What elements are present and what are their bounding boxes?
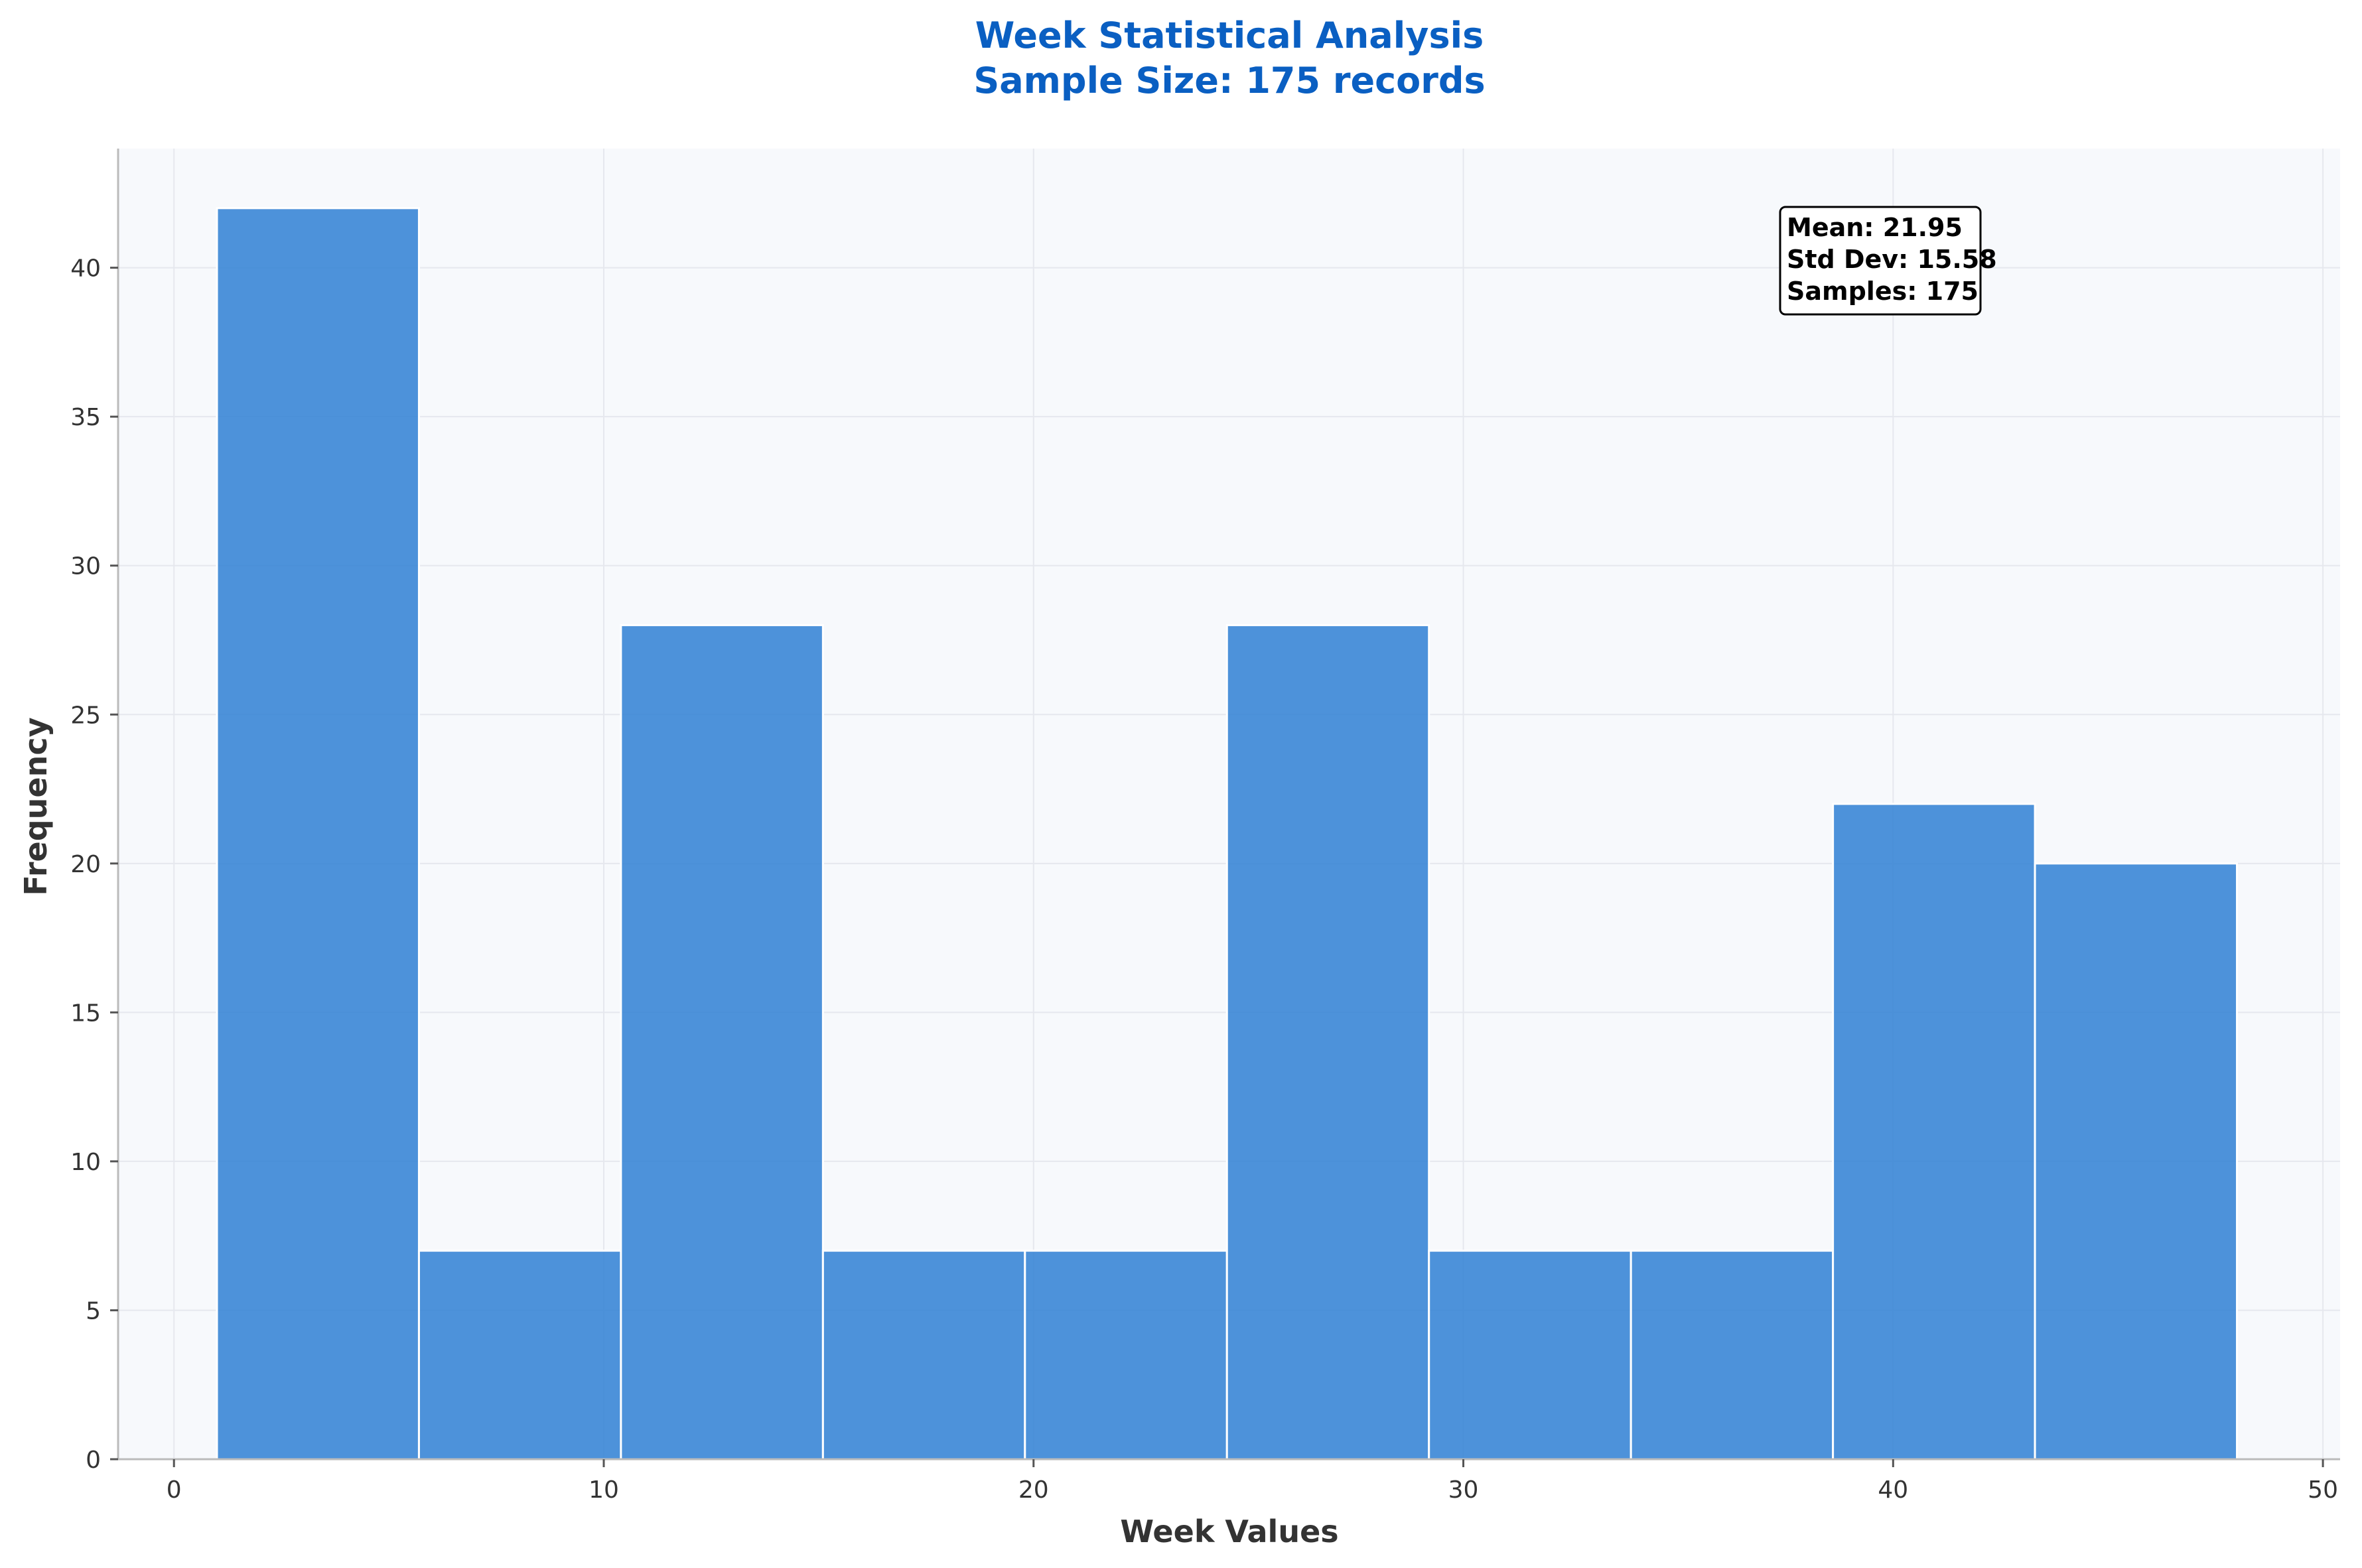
stats-mean: Mean: 21.95 xyxy=(1787,213,1963,242)
x-tick-label: 30 xyxy=(1448,1476,1479,1504)
stats-samples: Samples: 175 xyxy=(1787,277,1979,306)
y-tick-label: 5 xyxy=(86,1297,101,1325)
histogram-bar xyxy=(1024,1250,1228,1461)
histogram-bar xyxy=(821,1250,1026,1461)
stats-annotation-box: Mean: 21.95 Std Dev: 15.58 Samples: 175 xyxy=(1779,206,1997,316)
histogram-bars xyxy=(216,207,2239,1461)
histogram-bar xyxy=(1428,1250,1632,1461)
x-axis-label: Week Values xyxy=(1120,1514,1338,1549)
x-axis-ticks: 0 10 20 30 40 50 xyxy=(167,1459,2338,1504)
histogram-bar xyxy=(1225,624,1430,1461)
y-axis-ticks: 0 5 10 15 20 25 30 35 40 xyxy=(70,255,118,1474)
y-tick-label: 0 xyxy=(86,1447,101,1474)
y-tick-label: 10 xyxy=(70,1149,101,1176)
x-tick-label: 20 xyxy=(1018,1476,1049,1504)
histogram-bar xyxy=(620,624,824,1461)
x-tick-label: 10 xyxy=(589,1476,619,1504)
x-tick-label: 0 xyxy=(167,1476,182,1504)
histogram-bar xyxy=(2034,862,2239,1461)
histogram-bar xyxy=(1832,803,2036,1461)
y-tick-label: 30 xyxy=(70,553,101,580)
x-tick-label: 40 xyxy=(1878,1476,1908,1504)
y-axis-label: Frequency xyxy=(18,717,54,895)
y-tick-label: 40 xyxy=(70,255,101,283)
y-tick-label: 20 xyxy=(70,851,101,878)
axes xyxy=(117,149,2340,1461)
histogram-bar xyxy=(216,207,420,1461)
y-tick-label: 35 xyxy=(70,404,101,431)
histogram-bar xyxy=(1630,1250,1835,1461)
histogram-bar xyxy=(417,1250,622,1461)
stats-std-dev: Std Dev: 15.58 xyxy=(1787,245,1997,274)
x-tick-label: 50 xyxy=(2308,1476,2338,1504)
chart-title: Week Statistical Analysis xyxy=(975,15,1484,56)
chart-subtitle: Sample Size: 175 records xyxy=(973,60,1485,101)
y-tick-label: 15 xyxy=(70,1000,101,1027)
y-tick-label: 25 xyxy=(70,702,101,729)
stats-box-frame xyxy=(1779,206,1982,316)
